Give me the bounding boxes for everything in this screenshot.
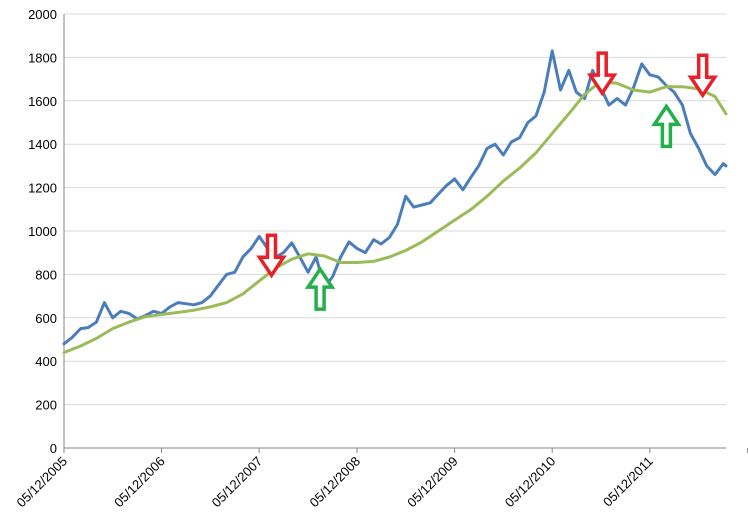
x-tick-label: 05/12/2006: [111, 454, 168, 511]
x-tick-label: 05/12/2009: [404, 454, 461, 511]
y-tick-label: 1000: [28, 224, 57, 239]
y-tick-label: 1400: [28, 137, 57, 152]
y-tick-label: 800: [35, 267, 57, 282]
y-tick-label: 1600: [28, 94, 57, 109]
series-line-2: [62, 79, 728, 354]
gridlines: [63, 13, 748, 453]
series-line-1: [62, 49, 728, 346]
y-axis-tick-labels: 0 200 400 600 800 1000 1200 1400 1600 1800 2000: [28, 7, 57, 456]
y-tick-label: 2000: [28, 7, 57, 22]
y-tick-label: 400: [35, 354, 57, 369]
x-tick-label: 05/12/2011: [600, 454, 656, 510]
annotation-arrow-up-4: [651, 103, 682, 149]
y-tick-label: 1800: [28, 50, 57, 65]
annotation-arrow-up-2: [304, 265, 336, 311]
x-tick-label: 05/12/2008: [307, 454, 364, 511]
annotations: [256, 51, 718, 311]
annotation-arrow-down-3: [586, 51, 618, 97]
x-axis-tick-labels: 05/12/2005 05/12/2006 05/12/2007 05/12/2008…: [13, 454, 655, 511]
x-tick-label: 05/12/2007: [209, 454, 266, 511]
x-tick-label: 05/12/2005: [13, 454, 70, 511]
annotation-arrow-down-5: [687, 53, 718, 99]
y-tick-label: 1200: [28, 181, 57, 196]
annotation-arrow-down-1: [256, 233, 287, 279]
series-lines: [62, 49, 728, 354]
y-tick-label: 600: [35, 311, 57, 326]
y-tick-label: 0: [50, 441, 57, 456]
x-tick-label: 05/12/2010: [502, 454, 559, 511]
y-tick-label: 200: [35, 398, 57, 413]
